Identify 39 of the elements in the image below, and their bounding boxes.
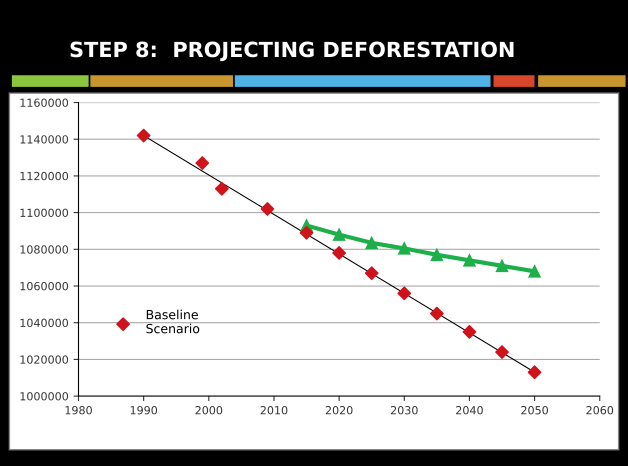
point [136,128,151,142]
point [195,156,210,170]
point [528,365,542,380]
x-tick-label: 2000 [195,406,222,414]
point [398,242,411,255]
x-tick-label: 2050 [521,406,548,414]
x-tick-label: 2040 [456,406,483,414]
y-tick-label: 1160000 [20,98,68,107]
y-tick-label: 1040000 [20,318,68,328]
point [332,228,346,241]
point [365,236,378,250]
point [462,324,476,339]
point [528,265,541,278]
point [495,345,509,359]
point [300,226,314,240]
point [430,306,444,320]
point [364,266,379,280]
y-tick-label: 1000000 [20,392,68,400]
y-tick-label: 1060000 [20,282,68,290]
point [397,286,412,300]
chart-title: STEP 8: PROJECTING DEFORESTATION [70,42,514,62]
legend-label: Baseline Scenario [146,310,200,334]
y-tick-label: 1100000 [20,208,68,217]
y-tick-label: 1080000 [20,245,68,254]
point [260,202,274,216]
y-tick-label: 1020000 [20,355,68,364]
x-tick-label: 1990 [130,406,158,414]
y-tick-label: 1140000 [20,135,68,144]
point [214,182,229,196]
x-tick-label: 2020 [326,406,353,414]
y-tick-label: 1120000 [20,172,68,180]
x-tick-label: 1980 [66,406,92,414]
x-tick-label: 2030 [390,406,418,414]
point [463,254,476,267]
point [496,260,508,272]
point [430,248,444,262]
point [332,246,346,260]
x-tick-label: 2060 [586,406,614,414]
x-tick-label: 2010 [260,406,288,414]
